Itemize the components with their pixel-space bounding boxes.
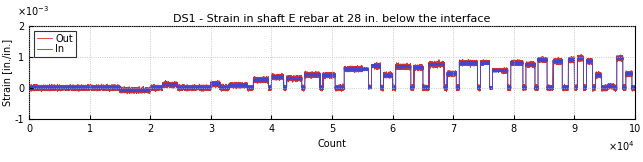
In <box>411 65 419 67</box>
Text: $\times 10^4$: $\times 10^4$ <box>608 139 635 153</box>
Out <box>574 58 582 60</box>
Out <box>100 86 107 88</box>
Text: $\times 10^{-3}$: $\times 10^{-3}$ <box>17 5 50 18</box>
Line: In: In <box>29 57 635 92</box>
Out <box>123 93 131 95</box>
Out <box>631 87 638 89</box>
X-axis label: Count: Count <box>318 139 347 149</box>
Y-axis label: Strain [in./in.]: Strain [in./in.] <box>2 39 12 106</box>
In <box>345 67 352 69</box>
In <box>577 56 585 58</box>
Out <box>602 86 610 88</box>
Line: Out: Out <box>29 54 635 94</box>
In <box>39 86 47 88</box>
In <box>631 87 638 89</box>
Legend: Out, In: Out, In <box>34 31 76 57</box>
In <box>602 86 610 88</box>
In <box>25 86 33 88</box>
Out <box>345 68 352 70</box>
In <box>574 58 582 60</box>
In <box>100 87 107 89</box>
Out <box>411 65 419 67</box>
In <box>141 91 149 93</box>
Out <box>577 53 585 55</box>
Title: DS1 - Strain in shaft E rebar at 28 in. below the interface: DS1 - Strain in shaft E rebar at 28 in. … <box>174 14 491 23</box>
Out <box>39 86 47 88</box>
Out <box>25 86 33 87</box>
